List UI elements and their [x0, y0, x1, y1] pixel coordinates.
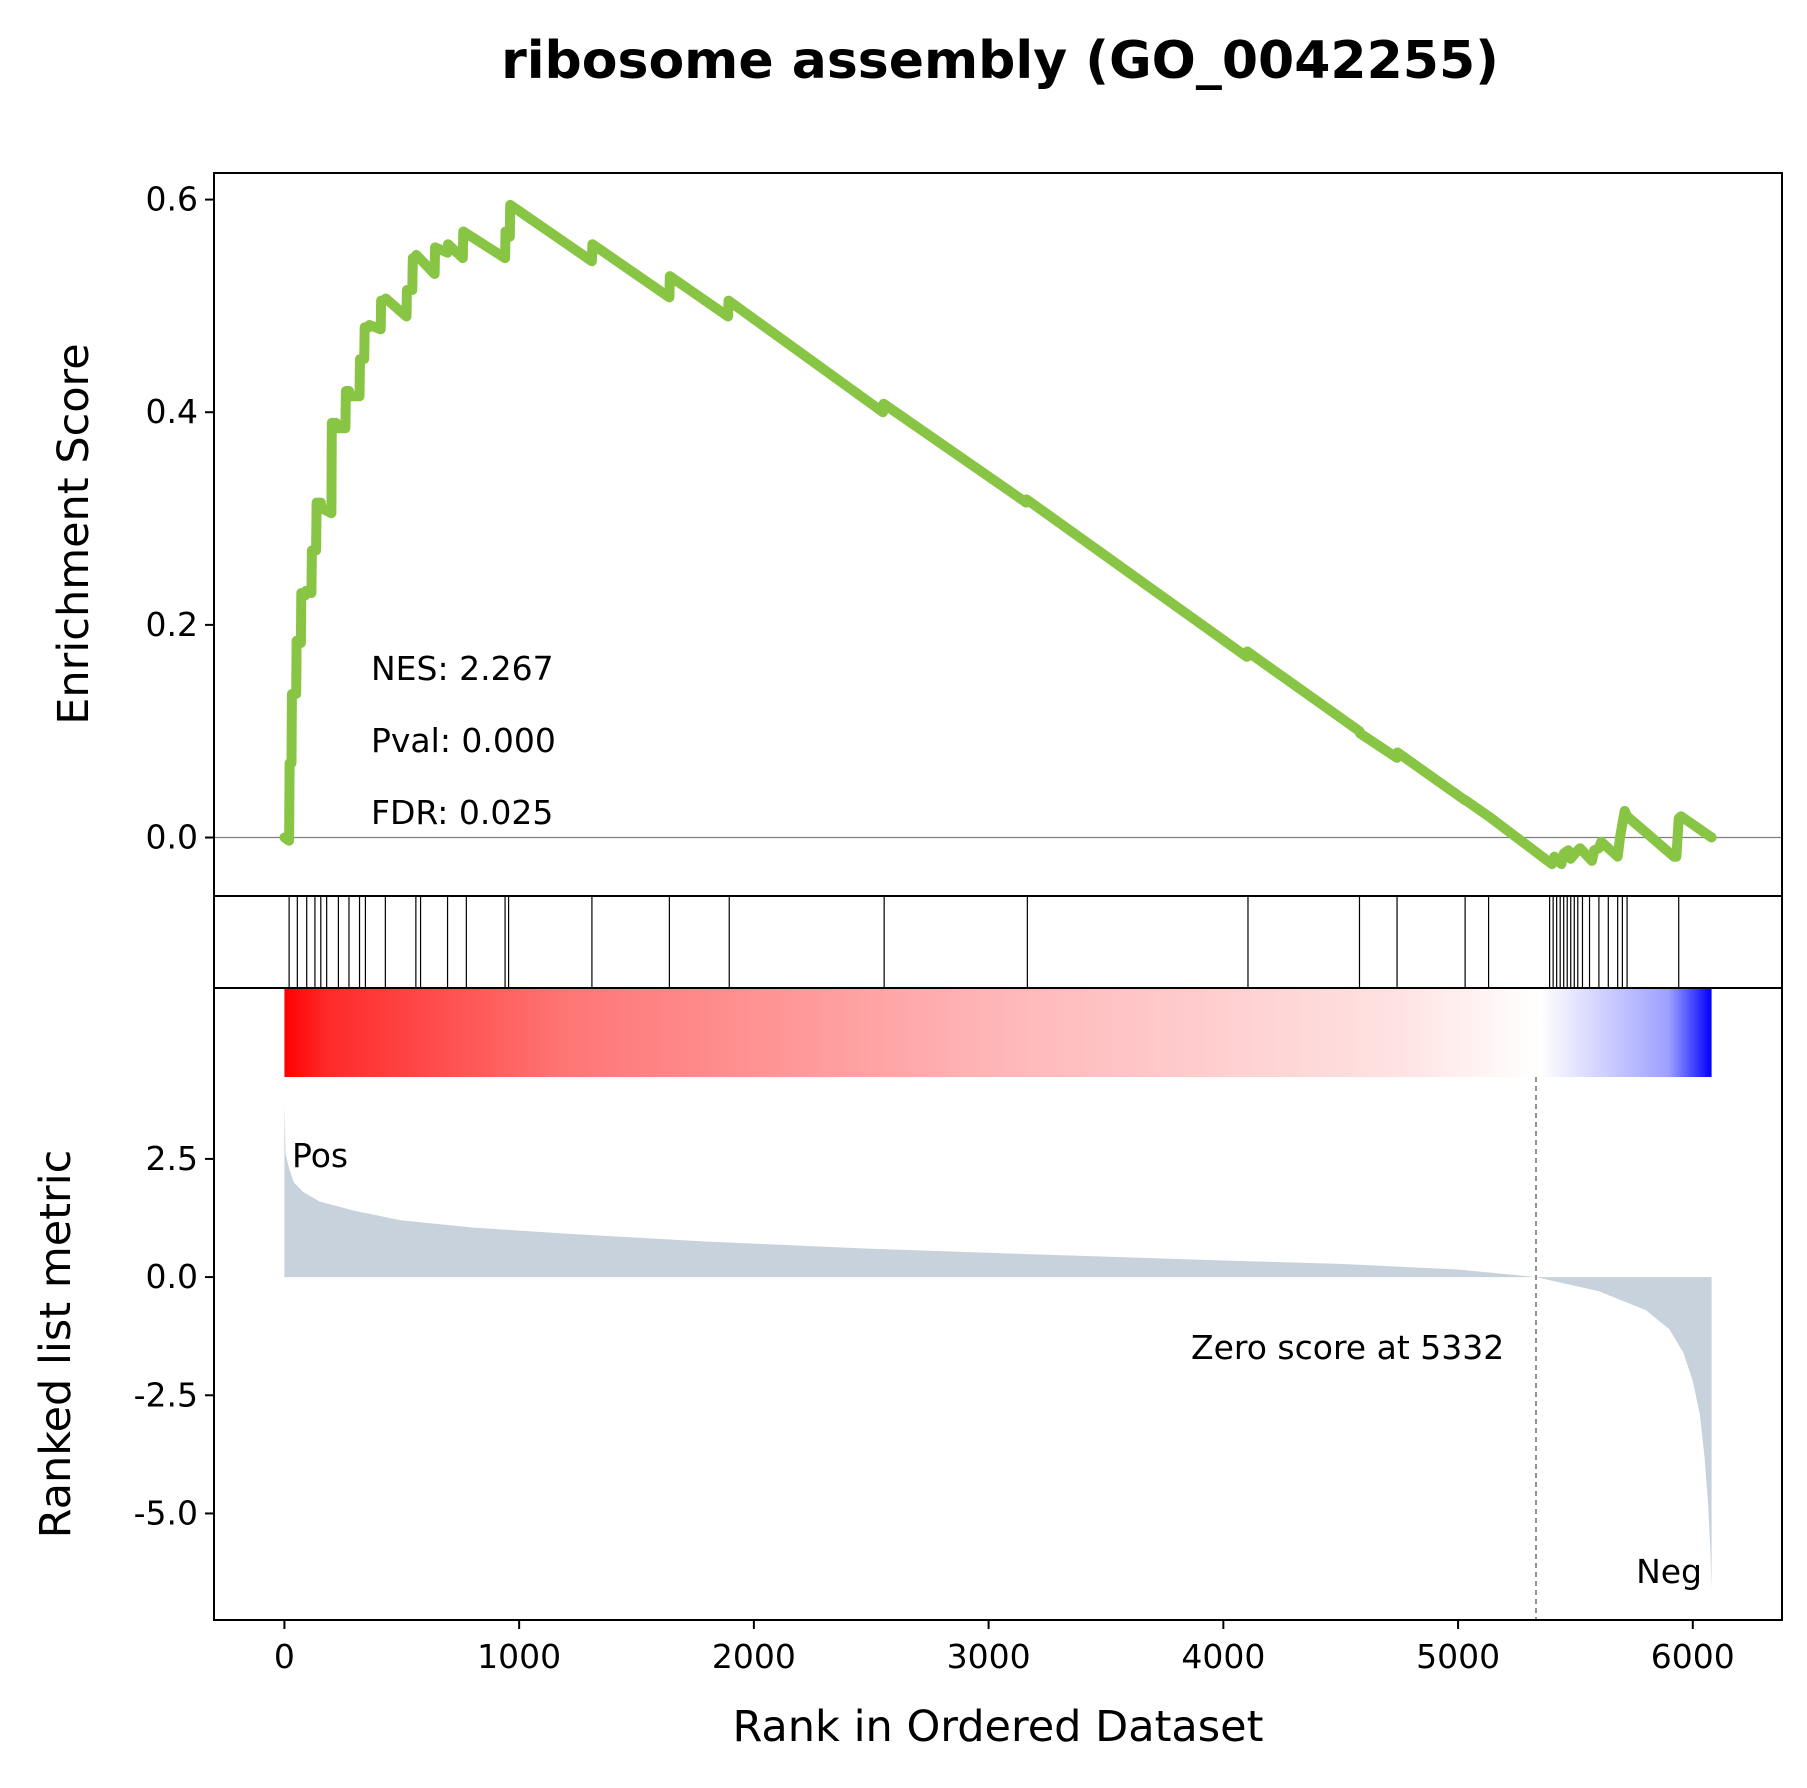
rank-y-axis-label: Ranked list metric: [31, 1150, 81, 1539]
es-y-ticks: 0.0 0.2 0.4 0.6: [146, 180, 214, 857]
x-tick-label: 0: [274, 1637, 295, 1676]
hit-marks: [288, 896, 1680, 988]
rank-y-tick-label: -5.0: [134, 1493, 198, 1532]
hits-panel: [213, 895, 1783, 989]
fdr-annotation: FDR: 0.025: [371, 793, 553, 832]
chart-title: ribosome assembly (GO_0042255): [501, 31, 1499, 91]
x-tick-label: 4000: [1181, 1637, 1265, 1676]
x-tick-label: 5000: [1416, 1637, 1500, 1676]
es-y-tick-label: 0.2: [146, 605, 198, 644]
rank-color-bar: [284, 988, 1712, 1077]
es-y-tick-label: 0.4: [146, 392, 198, 431]
es-y-tick-label: 0.6: [146, 180, 198, 219]
rank-y-tick-label: 2.5: [146, 1139, 198, 1178]
x-tick-label: 1000: [477, 1637, 561, 1676]
x-tick-label: 3000: [947, 1637, 1031, 1676]
rank-y-ticks: -5.0 -2.5 0.0 2.5: [134, 1139, 214, 1532]
x-tick-label: 2000: [712, 1637, 796, 1676]
es-y-tick-label: 0.0: [146, 818, 198, 857]
pos-label: Pos: [292, 1136, 348, 1175]
rank-panel: -5.0 -2.5 0.0 2.5 Pos Neg Zero score at 533…: [31, 987, 1783, 1621]
x-tick-label: 6000: [1651, 1637, 1735, 1676]
x-axis-label: Rank in Ordered Dataset: [732, 1702, 1263, 1752]
enrichment-score-line: [279, 199, 1717, 870]
zero-score-annotation: Zero score at 5332: [1191, 1328, 1504, 1367]
rank-y-tick-label: -2.5: [134, 1375, 198, 1414]
pval-annotation: Pval: 0.000: [371, 721, 556, 760]
neg-label: Neg: [1636, 1552, 1702, 1591]
hits-panel-frame: [213, 895, 1783, 989]
es-y-axis-label: Enrichment Score: [49, 343, 99, 725]
nes-annotation: NES: 2.267: [371, 649, 554, 688]
es-panel-frame: [213, 172, 1783, 897]
rank-y-tick-label: 0.0: [146, 1257, 198, 1296]
rank-panel-frame: [213, 987, 1783, 1621]
es-panel: 0.0 0.2 0.4 0.6 NES: 2.267 Pval: 0.000 FDR:…: [49, 172, 1783, 897]
x-axis-ticks: 0 1000 2000 3000 4000 5000 6000: [274, 1620, 1735, 1676]
